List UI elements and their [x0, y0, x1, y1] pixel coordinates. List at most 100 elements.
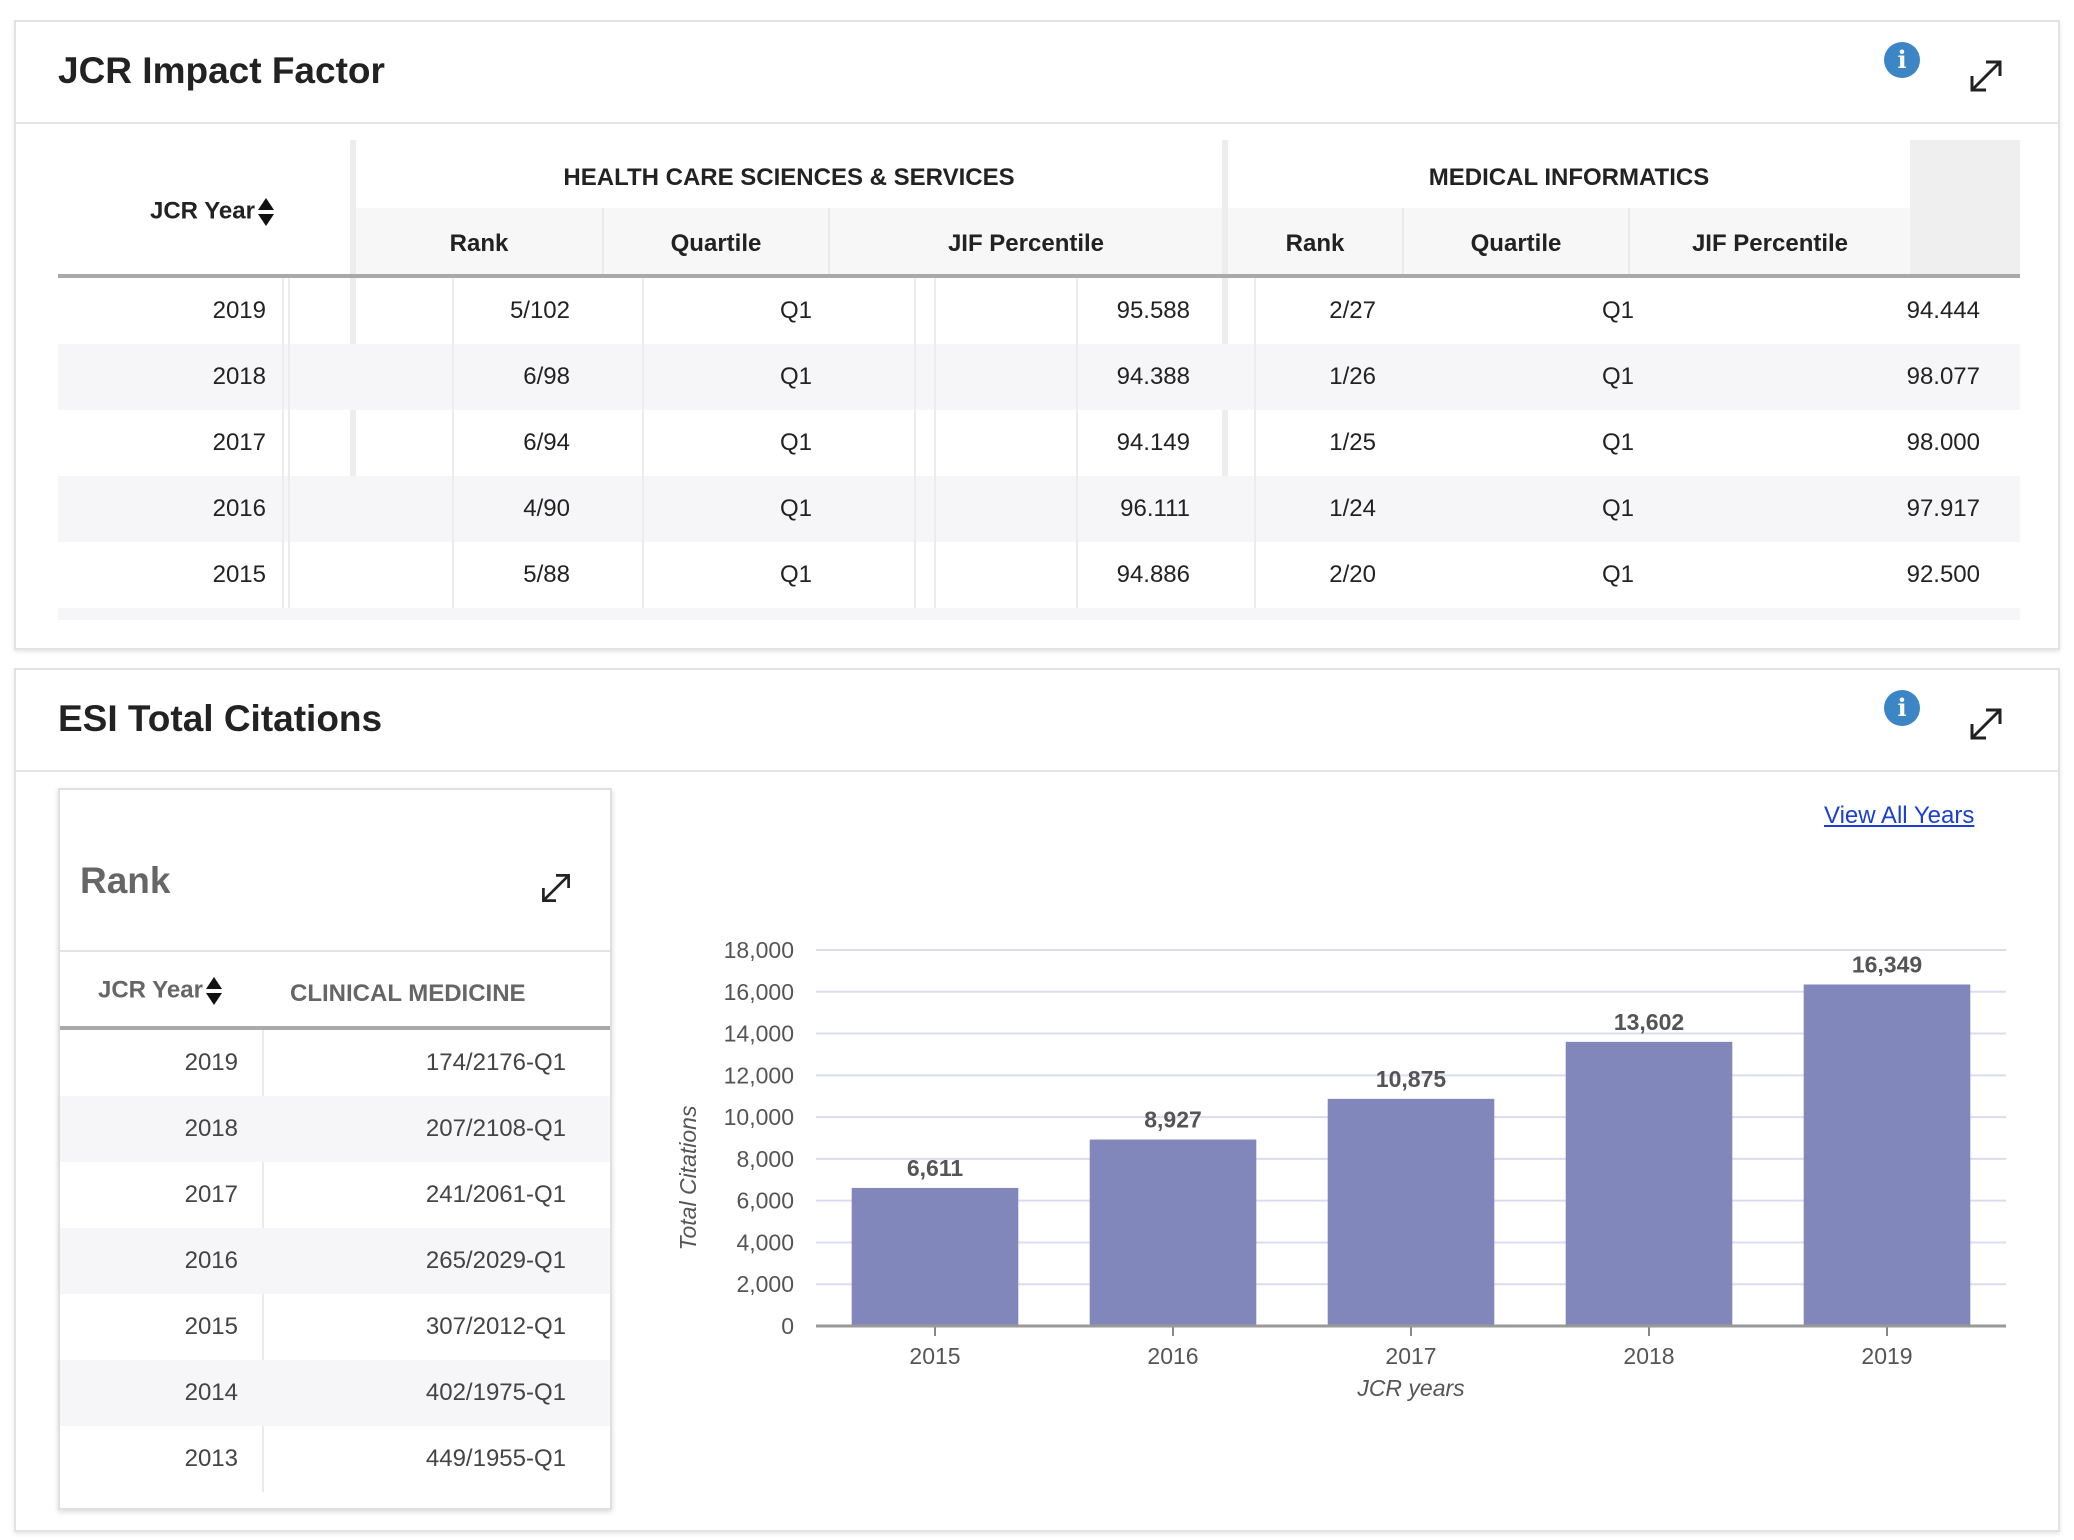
sub-header-quartile: Quartile — [1470, 230, 1562, 257]
year-cell: 2016 — [212, 495, 266, 522]
y-tick-label: 2,000 — [736, 1271, 794, 1297]
year-cell: 2015 — [184, 1313, 238, 1340]
rank-cell: 2/27 — [1329, 297, 1376, 324]
expand-icon[interactable] — [1966, 704, 2006, 744]
quartile-cell: Q1 — [779, 429, 812, 456]
rank-year-header-label: JCR Year — [98, 976, 203, 1004]
table-row: 2015 307/2012-Q1 — [60, 1294, 610, 1360]
jcr-table-header: JCR Year HEALTH CARE SCIENCES & SERVICES… — [58, 140, 2020, 502]
rank-cell: 6/94 — [523, 429, 570, 456]
quartile-cell: Q1 — [1601, 561, 1634, 588]
y-tick-label: 14,000 — [724, 1021, 794, 1047]
jif-percentile-cell: 96.111 — [1120, 495, 1190, 522]
rank-value-cell: 449/1955-Q1 — [425, 1445, 566, 1472]
group-header-medical-informatics: MEDICAL INFORMATICS — [1428, 164, 1710, 191]
x-tick-label: 2019 — [1861, 1343, 1912, 1369]
data-label: 8,927 — [1144, 1107, 1202, 1133]
bar — [1327, 1098, 1495, 1326]
quartile-cell: Q1 — [1601, 297, 1634, 324]
quartile-cell: Q1 — [779, 363, 812, 390]
sub-header-jif-percentile: JIF Percentile — [947, 230, 1105, 257]
y-tick-label: 16,000 — [724, 979, 794, 1005]
rank-cell: 1/26 — [1329, 363, 1376, 390]
bar — [1565, 1041, 1733, 1326]
table-row: 2014 402/1975-Q1 — [60, 1360, 610, 1426]
sub-header-rank: Rank — [449, 230, 509, 257]
rank-value-cell: 207/2108-Q1 — [425, 1115, 566, 1142]
info-icon[interactable]: i — [1884, 690, 1920, 726]
y-tick-label: 4,000 — [736, 1229, 794, 1255]
esi-card-title: ESI Total Citations — [58, 698, 383, 739]
jif-percentile-cell: 94.886 — [1116, 561, 1190, 588]
table-row: 2019 174/2176-Q1 — [60, 1030, 610, 1096]
sort-arrows-icon — [257, 198, 274, 226]
rank-cell: 1/24 — [1329, 495, 1376, 522]
table-row: 2013 449/1955-Q1 — [60, 1426, 610, 1492]
info-icon[interactable]: i — [1884, 42, 1920, 78]
group-header-health-care: HEALTH CARE SCIENCES & SERVICES — [563, 164, 1015, 191]
table-row: 2017 6/94 Q1 94.149 1/25 Q1 98.000 — [58, 410, 2020, 476]
table-row: 2015 5/88 Q1 94.886 2/20 Q1 92.500 — [58, 542, 2020, 608]
y-tick-label: 12,000 — [724, 1062, 794, 1088]
year-cell: 2017 — [212, 429, 266, 456]
sort-arrows-icon — [205, 977, 222, 1005]
year-cell: 2016 — [184, 1247, 238, 1274]
rank-cell: 4/90 — [523, 495, 570, 522]
x-tick-label: 2017 — [1385, 1343, 1436, 1369]
rank-value-cell: 265/2029-Q1 — [425, 1247, 566, 1274]
jcr-year-sort-header[interactable]: JCR Year — [150, 197, 275, 227]
jif-percentile-cell: 94.444 — [1906, 297, 1980, 324]
rank-cell: 2/20 — [1329, 561, 1376, 588]
jif-percentile-cell: 95.588 — [1116, 297, 1190, 324]
bar — [851, 1187, 1019, 1326]
esi-card-header: ESI Total Citations i — [16, 670, 2058, 772]
jcr-card-header: JCR Impact Factor i — [16, 22, 2058, 124]
year-cell: 2019 — [212, 297, 266, 324]
rank-value-cell: 174/2176-Q1 — [425, 1049, 566, 1076]
y-tick-label: 0 — [781, 1313, 794, 1339]
rank-panel-title: Rank — [80, 860, 171, 901]
rank-year-sort-header[interactable]: JCR Year — [98, 976, 223, 1006]
rank-value-cell: 241/2061-Q1 — [425, 1181, 566, 1208]
table-row: 2016 265/2029-Q1 — [60, 1228, 610, 1294]
x-tick-label: 2015 — [909, 1343, 960, 1369]
rank-value-cell: 402/1975-Q1 — [425, 1379, 566, 1406]
year-cell: 2013 — [184, 1445, 238, 1472]
jif-percentile-cell: 94.388 — [1116, 363, 1190, 390]
rank-value-cell: 307/2012-Q1 — [425, 1313, 566, 1340]
table-row: 2018 207/2108-Q1 — [60, 1096, 610, 1162]
jcr-year-header-label: JCR Year — [150, 197, 255, 225]
year-cell: 2017 — [184, 1181, 238, 1208]
sub-header-jif-percentile: JIF Percentile — [1691, 230, 1849, 257]
rank-cell: 5/102 — [509, 297, 570, 324]
table-row: 2016 4/90 Q1 96.111 1/24 Q1 97.917 — [58, 476, 2020, 542]
quartile-cell: Q1 — [1601, 363, 1634, 390]
jif-percentile-cell: 94.149 — [1116, 429, 1190, 456]
esi-total-citations-card: ESI Total Citations i Rank JCR Year CLIN… — [14, 668, 2060, 1532]
rank-panel: Rank JCR Year CLINICAL MEDICINE 2019 174/… — [58, 788, 612, 1510]
total-citations-bar-chart: 0 2,000 4,000 6,000 8,000 10,000 12,000 14,000 1… — [675, 937, 2006, 1401]
expand-icon[interactable] — [538, 870, 574, 906]
quartile-cell: Q1 — [1601, 495, 1634, 522]
bar — [1803, 984, 1971, 1326]
sub-header-quartile: Quartile — [670, 230, 762, 257]
year-cell: 2015 — [212, 561, 266, 588]
rank-cell: 5/88 — [523, 561, 570, 588]
data-label: 16,349 — [1852, 951, 1922, 977]
year-cell: 2014 — [184, 1379, 238, 1406]
jif-percentile-cell: 92.500 — [1906, 561, 1980, 588]
table-row: 2019 5/102 Q1 95.588 2/27 Q1 94.444 — [58, 278, 2020, 344]
expand-icon[interactable] — [1966, 56, 2006, 96]
y-axis-title: Total Citations — [675, 1105, 701, 1250]
quartile-cell: Q1 — [779, 297, 812, 324]
sub-header-rank: Rank — [1285, 230, 1345, 257]
x-tick-label: 2018 — [1623, 1343, 1674, 1369]
data-label: 6,611 — [907, 1155, 963, 1181]
data-label: 10,875 — [1376, 1066, 1447, 1092]
table-row: 2017 241/2061-Q1 — [60, 1162, 610, 1228]
y-tick-label: 10,000 — [724, 1104, 794, 1130]
year-cell: 2019 — [184, 1049, 238, 1076]
year-cell: 2018 — [212, 363, 266, 390]
rank-cell: 1/25 — [1329, 429, 1376, 456]
view-all-years-link[interactable]: View All Years — [1824, 802, 1975, 829]
